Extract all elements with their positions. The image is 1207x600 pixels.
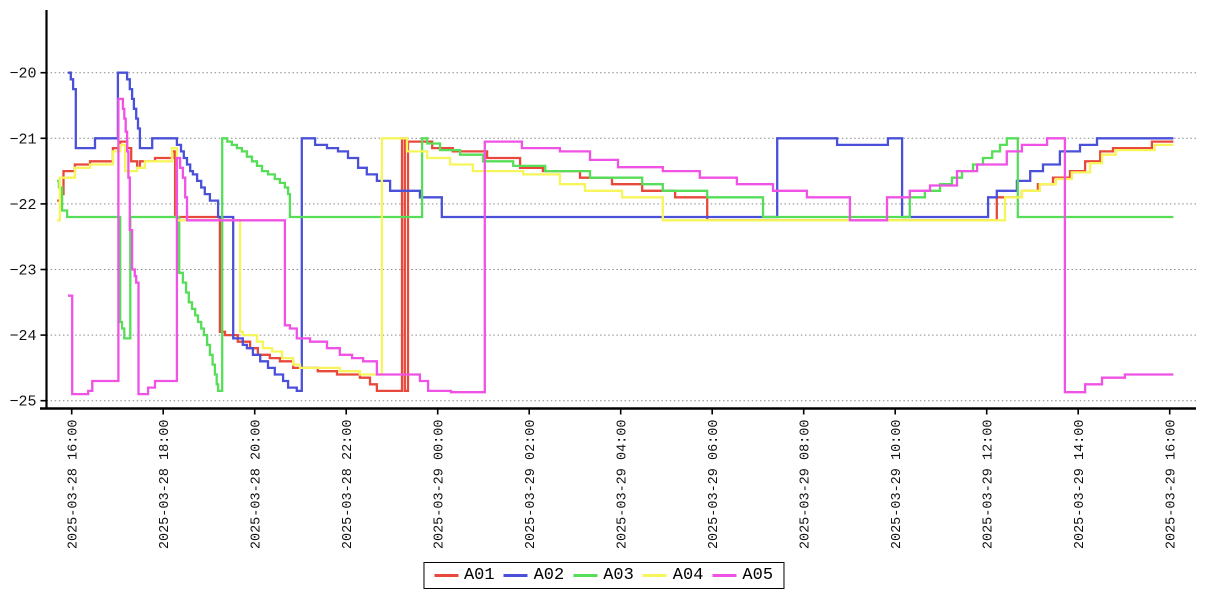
y-tick-label: −22	[9, 197, 36, 214]
legend-label-a05: A05	[742, 566, 774, 585]
legend-item-a01: A01	[433, 566, 495, 585]
x-tick-label: 2025-03-28 18:00	[158, 420, 173, 550]
y-tick-label: −25	[9, 394, 36, 411]
x-tick-label: 2025-03-29 06:00	[707, 420, 722, 550]
legend-label-a02: A02	[533, 566, 565, 585]
x-tick-label: 2025-03-29 04:00	[616, 420, 631, 550]
series-line-a02	[68, 71, 1174, 393]
x-tick-label: 2025-03-29 10:00	[890, 419, 905, 549]
y-tick-label: −23	[9, 263, 36, 280]
x-tick-label: 2025-03-29 02:00	[524, 420, 539, 550]
x-tick-label: 2025-03-28 22:00	[341, 420, 356, 550]
legend-item-a03: A03	[573, 566, 634, 585]
series-line-a04	[57, 137, 1174, 376]
x-tick-label: 2025-03-28 20:00	[250, 420, 265, 550]
legend-item-a02: A02	[503, 566, 565, 585]
legend-swatch-a01	[433, 574, 458, 577]
x-tick-label: 2025-03-29 00:00	[433, 420, 448, 550]
x-tick-label: 2025-03-29 14:00	[1073, 420, 1088, 550]
series-line-a01	[57, 137, 1174, 393]
legend-item-a04: A04	[642, 566, 704, 585]
legend-swatch-a05	[712, 574, 737, 577]
x-tick-label: 2025-03-29 16:00	[1165, 420, 1180, 550]
y-tick-label: −24	[9, 328, 36, 345]
legend-label-a01: A01	[463, 566, 495, 585]
x-tick-label: 2025-03-29 08:00	[799, 420, 814, 550]
y-tick-label: −20	[9, 66, 36, 83]
legend-label-a03: A03	[603, 566, 634, 585]
chart-legend: A01 A02 A03 A04 A05	[422, 562, 785, 589]
legend-swatch-a03	[573, 574, 598, 577]
legend-swatch-a04	[642, 574, 667, 577]
y-tick-label: −21	[9, 131, 36, 148]
series-line-a03	[57, 137, 1174, 393]
legend-swatch-a02	[503, 574, 528, 577]
x-tick-label: 2025-03-28 16:00	[67, 420, 82, 550]
series-line-a05	[68, 97, 1174, 396]
x-tick-label: 2025-03-29 12:00	[982, 419, 997, 549]
legend-item-a05: A05	[712, 566, 773, 585]
legend-label-a04: A04	[672, 566, 704, 585]
